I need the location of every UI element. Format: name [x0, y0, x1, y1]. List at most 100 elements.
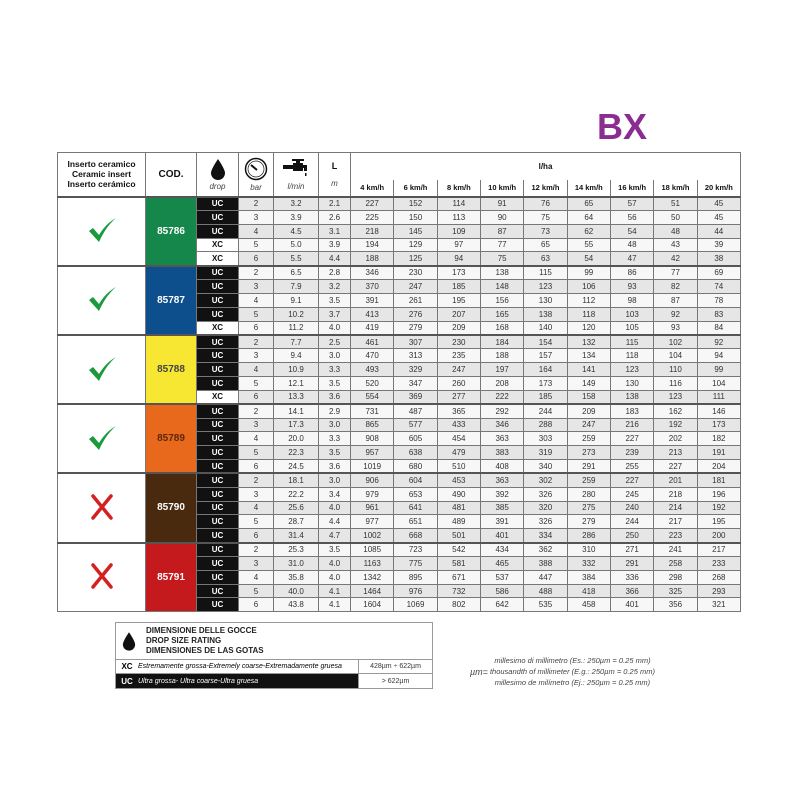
- table-row: 85791 UC 2 25.3 3.5 1085 723 542 434 362 310 271 241…: [57, 541, 742, 613]
- drop-size-cell: XC: [196, 389, 239, 405]
- micron-symbol: µm=: [470, 666, 488, 677]
- rate-cell: 191: [696, 445, 742, 461]
- drop-size-cell: UC: [196, 528, 239, 544]
- drop-size-cell: UC: [196, 597, 239, 613]
- pressure-cell: 2: [238, 264, 274, 281]
- rate-cell: 230: [393, 264, 438, 281]
- rate-cell: 134: [566, 348, 611, 364]
- rate-cell: 114: [436, 195, 481, 211]
- rate-cell: 173: [696, 417, 742, 433]
- rate-cell: 326: [523, 514, 568, 530]
- micron-note: µm= millesimo di millimetro (Es.: 250µm =…: [470, 655, 655, 688]
- drop-size-cell: UC: [196, 569, 239, 585]
- nozzle-code: 85791: [145, 541, 197, 613]
- pressure-cell: 2: [238, 472, 274, 488]
- rate-cell: 258: [653, 555, 698, 571]
- table-row: UC 4 20.0 3.3 908 605 454 363 303 259 227 202 182: [58, 431, 742, 447]
- rate-cell: 118: [609, 348, 655, 364]
- rate-cell: 54: [609, 223, 655, 239]
- flow-cell: 10.9: [273, 362, 319, 377]
- flow-cell: 13.3: [273, 389, 319, 405]
- rate-cell: 1019: [349, 459, 395, 474]
- rate-cell: 419: [349, 320, 395, 336]
- height-cell: 3.6: [318, 389, 351, 405]
- rate-cell: 273: [566, 445, 611, 461]
- rate-cell: 1464: [349, 583, 395, 599]
- pressure-cell: 4: [238, 569, 274, 585]
- rate-cell: 225: [349, 209, 395, 225]
- header-insert: Inserto ceramico Ceramic insert Inserto ce…: [57, 152, 146, 197]
- rate-cell: 78: [696, 292, 742, 308]
- header-bar-label: bar: [250, 182, 262, 192]
- legend-desc: Estremamente grossa-Extremely coarse-Ext…: [138, 663, 342, 670]
- height-cell: 3.5: [318, 541, 351, 557]
- header-drop-label: drop: [209, 181, 226, 191]
- pressure-cell: 3: [238, 486, 274, 502]
- rate-cell: 247: [393, 279, 438, 294]
- rate-cell: 535: [523, 597, 568, 613]
- rate-cell: 280: [566, 486, 611, 502]
- rate-cell: 192: [696, 500, 742, 516]
- height-cell: 3.5: [318, 292, 351, 308]
- rate-cell: 111: [696, 389, 742, 405]
- rate-cell: 51: [653, 195, 698, 211]
- flow-cell: 7.7: [273, 333, 319, 350]
- header-speed: 20 km/h: [696, 179, 742, 197]
- height-cell: 3.2: [318, 279, 351, 294]
- rate-cell: 732: [436, 583, 481, 599]
- rate-cell: 291: [566, 459, 611, 474]
- rate-cell: 43: [653, 237, 698, 253]
- rate-cell: 98: [609, 292, 655, 308]
- rate-cell: 577: [393, 417, 438, 433]
- height-cell: 2.5: [318, 333, 351, 350]
- rate-cell: 303: [523, 431, 568, 447]
- rate-cell: 140: [523, 320, 568, 336]
- rate-cell: 366: [609, 583, 655, 599]
- rate-cell: 208: [479, 375, 525, 391]
- nozzle-code: 85790: [145, 472, 197, 544]
- rate-cell: 164: [523, 362, 568, 377]
- height-cell: 3.9: [318, 237, 351, 253]
- rate-cell: 222: [479, 389, 525, 405]
- pressure-cell: 4: [238, 362, 274, 377]
- pressure-cell: 6: [238, 389, 274, 405]
- rate-cell: 76: [523, 195, 568, 211]
- rate-cell: 209: [566, 403, 611, 419]
- rate-cell: 247: [436, 362, 481, 377]
- pressure-gauge-icon: [244, 157, 268, 180]
- rate-cell: 149: [566, 375, 611, 391]
- header-cod: COD.: [145, 152, 197, 197]
- table-row: 85789 UC 2 14.1 2.9 731 487 365 292 244 209 183 162 1…: [57, 403, 742, 474]
- rate-cell: 188: [349, 251, 395, 267]
- rate-cell: 227: [349, 195, 395, 211]
- height-cell: 2.8: [318, 264, 351, 281]
- rate-cell: 458: [566, 597, 611, 613]
- spray-table: Inserto ceramico Ceramic insert Inserto ce…: [57, 152, 742, 613]
- pressure-cell: 3: [238, 209, 274, 225]
- drop-size-cell: UC: [196, 500, 239, 516]
- height-cell: 2.6: [318, 209, 351, 225]
- rate-cell: 62: [566, 223, 611, 239]
- rate-cell: 433: [436, 417, 481, 433]
- rate-cell: 115: [523, 264, 568, 281]
- rate-cell: 362: [523, 541, 568, 557]
- pressure-cell: 3: [238, 279, 274, 294]
- drop-size-cell: UC: [196, 459, 239, 474]
- rate-cell: 277: [436, 389, 481, 405]
- rate-cell: 185: [523, 389, 568, 405]
- rate-cell: 227: [653, 459, 698, 474]
- rate-cell: 279: [566, 514, 611, 530]
- rate-cell: 347: [393, 375, 438, 391]
- height-cell: 3.1: [318, 223, 351, 239]
- height-cell: 3.0: [318, 417, 351, 433]
- micron-line: thousandth of millimeter (E.g.: 250µm = …: [489, 667, 655, 676]
- table-row: UC 6 43.8 4.1 1604 1069 802 642 535 458 401 356 321: [58, 597, 742, 613]
- header-lha: l/ha: [350, 152, 741, 180]
- rate-cell: 680: [393, 459, 438, 474]
- rate-cell: 651: [393, 514, 438, 530]
- header-speed: 14 km/h: [566, 179, 611, 197]
- rate-cell: 157: [523, 348, 568, 364]
- drop-size-cell: UC: [196, 195, 239, 211]
- drop-size-cell: UC: [196, 417, 239, 433]
- rate-cell: 125: [393, 251, 438, 267]
